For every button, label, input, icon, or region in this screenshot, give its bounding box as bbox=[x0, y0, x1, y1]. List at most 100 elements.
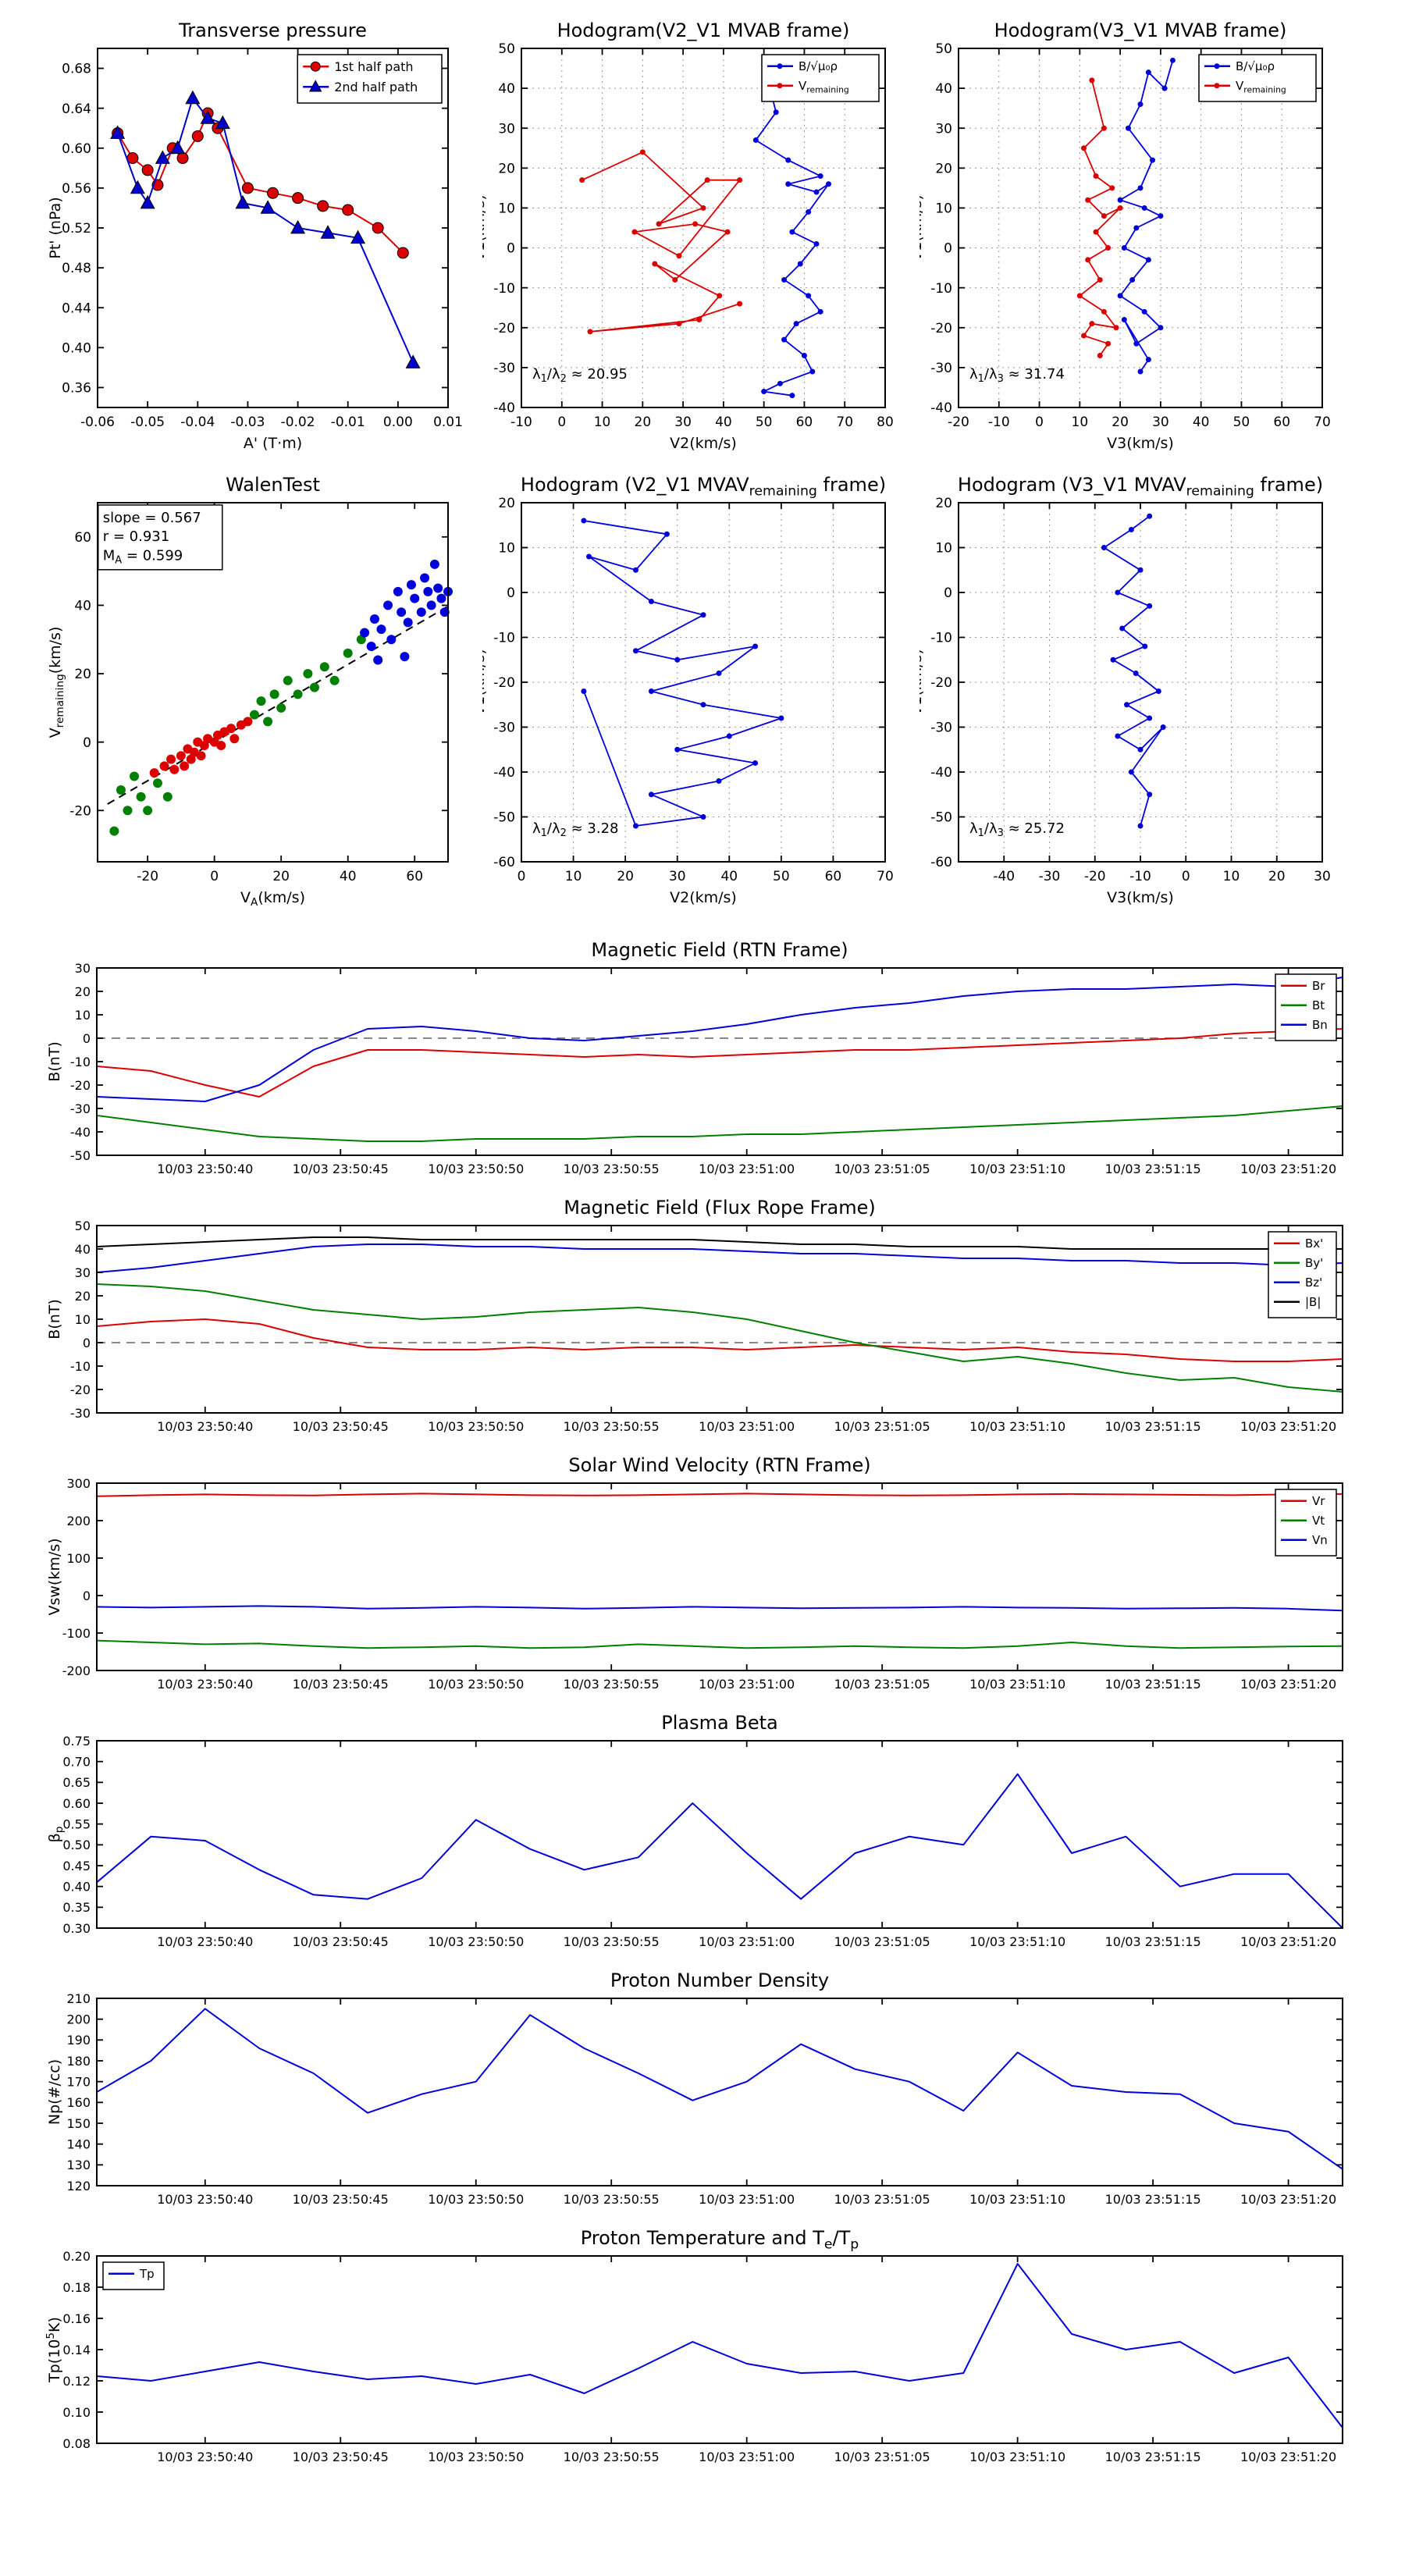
data-point-marker bbox=[1142, 643, 1148, 649]
legend-label: Vn bbox=[1312, 1533, 1328, 1547]
data-point-marker bbox=[632, 823, 638, 829]
y-tick-label: -50 bbox=[70, 1148, 91, 1163]
y-tick-label: 200 bbox=[66, 2012, 91, 2026]
y-tick-label: 30 bbox=[935, 121, 952, 137]
x-tick-label: 10/03 23:51:15 bbox=[1105, 1934, 1201, 1949]
data-point-marker bbox=[196, 751, 206, 761]
data-point-marker bbox=[369, 614, 379, 624]
series-bz bbox=[96, 1244, 1343, 1273]
data-point-marker bbox=[393, 586, 403, 596]
y-tick-label: -40 bbox=[493, 400, 515, 416]
data-point-marker bbox=[674, 746, 681, 753]
data-point-marker bbox=[778, 715, 784, 721]
data-point-marker bbox=[1137, 368, 1144, 375]
legend-label: Bn bbox=[1312, 1018, 1328, 1032]
x-tick-label: 10/03 23:51:05 bbox=[834, 2192, 930, 2207]
data-point-marker bbox=[303, 669, 313, 679]
data-point-marker bbox=[676, 253, 682, 259]
y-tick-label: 0 bbox=[507, 585, 515, 601]
x-tick-label: 30 bbox=[669, 869, 686, 884]
x-tick-label: 20 bbox=[1112, 415, 1129, 430]
data-point-marker bbox=[1113, 325, 1119, 331]
data-point-marker bbox=[109, 826, 119, 836]
x-tick-label: 10/03 23:50:45 bbox=[293, 2450, 389, 2464]
x-tick-label: 10/03 23:51:00 bbox=[699, 1677, 795, 1692]
panel-walen-test: -20 0 20 40 60 -20 0 20 40 60 WalenTest VA(km/s) Vre… bbox=[43, 462, 468, 919]
series-v-remaining bbox=[582, 151, 741, 333]
data-point-marker bbox=[1137, 567, 1144, 573]
data-point-marker bbox=[383, 600, 393, 610]
data-point-marker bbox=[386, 635, 397, 645]
x-tick-label: 0.00 bbox=[383, 415, 413, 430]
data-point-marker bbox=[130, 180, 145, 194]
x-tick-label: 70 bbox=[1314, 415, 1331, 430]
y-tick-label: 0.45 bbox=[62, 1859, 91, 1873]
legend-label: 1st half path bbox=[334, 59, 413, 74]
data-point-marker bbox=[317, 200, 329, 212]
series-bt bbox=[96, 1105, 1343, 1142]
y-tick-label: 0.10 bbox=[62, 2405, 91, 2420]
legend-label: Bt bbox=[1312, 998, 1325, 1012]
y-tick-label: 40 bbox=[75, 1242, 91, 1257]
annotation-text: slope = 0.567 bbox=[103, 510, 201, 526]
y-tick-label: -50 bbox=[493, 810, 515, 826]
data-point-marker bbox=[290, 219, 306, 234]
data-point-marker bbox=[397, 247, 409, 259]
x-tick-label: -0.02 bbox=[281, 415, 315, 430]
x-tick-label: 10 bbox=[1223, 869, 1240, 884]
panel-proton-temperature: 10/03 23:50:40 10/03 23:50:45 10/03 23:50:… bbox=[44, 2217, 1377, 2478]
data-point-marker bbox=[777, 63, 783, 69]
x-tick-label: 10/03 23:50:50 bbox=[428, 1162, 524, 1176]
y-tick-label: 0 bbox=[83, 1589, 91, 1603]
data-point-marker bbox=[433, 583, 443, 593]
data-point-marker bbox=[162, 792, 173, 802]
x-tick-label: 10/03 23:50:45 bbox=[293, 1934, 389, 1949]
x-tick-label: 10/03 23:51:15 bbox=[1105, 2192, 1201, 2207]
x-tick-label: -20 bbox=[948, 415, 969, 430]
y-tick-label: 30 bbox=[498, 121, 515, 137]
data-point-marker bbox=[1101, 308, 1107, 315]
data-point-marker bbox=[1141, 205, 1147, 211]
legend-box bbox=[1268, 1231, 1337, 1318]
data-point-marker bbox=[1145, 69, 1151, 76]
data-point-marker bbox=[260, 200, 276, 214]
y-tick-label: 0 bbox=[944, 585, 952, 601]
y-tick-label: -30 bbox=[930, 720, 952, 736]
x-tick-label: -10 bbox=[1129, 869, 1151, 884]
x-tick-label: 60 bbox=[1273, 415, 1290, 430]
data-point-marker bbox=[143, 806, 153, 816]
x-tick-label: 0 bbox=[557, 415, 566, 430]
panel-proton-number-density: 10/03 23:50:40 10/03 23:50:45 10/03 23:50:… bbox=[45, 1959, 1377, 2221]
data-point-marker bbox=[1121, 245, 1127, 251]
data-point-marker bbox=[235, 194, 251, 209]
y-tick-label: -10 bbox=[493, 631, 515, 646]
data-point-marker bbox=[1093, 229, 1099, 235]
x-tick-label: 10 bbox=[1072, 415, 1089, 430]
y-tick-label: 0 bbox=[83, 1336, 91, 1350]
data-point-marker bbox=[1093, 173, 1099, 180]
y-tick-label: -10 bbox=[930, 631, 952, 646]
x-tick-label: 10/03 23:50:55 bbox=[564, 1677, 660, 1692]
x-tick-label: 40 bbox=[1193, 415, 1210, 430]
data-point-marker bbox=[581, 518, 587, 524]
y-tick-label: -60 bbox=[493, 855, 515, 870]
data-point-marker bbox=[652, 261, 658, 267]
data-point-marker bbox=[1169, 57, 1176, 63]
y-axis-label: V1(km/s) bbox=[482, 194, 488, 262]
series-bx bbox=[96, 1318, 1343, 1362]
data-point-marker bbox=[152, 778, 162, 788]
data-point-marker bbox=[1097, 276, 1103, 283]
series-by bbox=[96, 1283, 1343, 1393]
y-tick-label: -40 bbox=[930, 400, 952, 416]
data-point-marker bbox=[648, 792, 654, 798]
panel-hodogram-v3v1-mvav: -40 -30 -20 -10 0 10 20 30 -60 -50 -40 -30 -20 -10 0 10… bbox=[908, 462, 1344, 919]
data-point-marker bbox=[376, 624, 386, 635]
data-point-marker bbox=[777, 380, 783, 386]
y-tick-label: -20 bbox=[69, 803, 91, 819]
data-point-marker bbox=[631, 229, 638, 235]
data-point-marker bbox=[1133, 225, 1140, 231]
data-point-marker bbox=[648, 688, 654, 694]
y-tick-label: 160 bbox=[66, 2095, 91, 2110]
data-point-marker bbox=[1158, 325, 1164, 331]
data-point-marker bbox=[360, 628, 370, 638]
